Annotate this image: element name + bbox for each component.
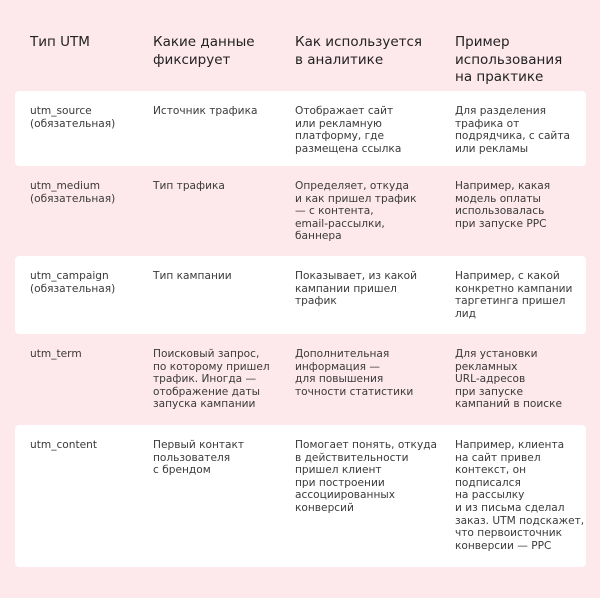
cell-data-captured: Тип кампании xyxy=(153,270,232,282)
cell-analytics-use: Определяет, откуда и как пришел трафик —… xyxy=(295,180,417,243)
cell-practical-example: Например, клиента на сайт привел контекс… xyxy=(455,439,585,552)
cell-utm-type: utm_content xyxy=(30,439,98,451)
cell-utm-type: utm_medium (обязательная) xyxy=(30,180,116,205)
cell-data-captured: Тип трафика xyxy=(153,180,225,192)
cell-analytics-use: Дополнительная информация — для повышени… xyxy=(295,348,414,398)
cell-analytics-use: Помогает понять, откуда в действительнос… xyxy=(295,439,438,514)
cell-utm-type: utm_term xyxy=(30,348,82,360)
table-row: utm_medium (обязательная) Тип трафика Оп… xyxy=(15,166,586,256)
table-row: utm_campaign (обязательная) Тип кампании… xyxy=(15,256,586,334)
header-analytics-use: Как используется в аналитике xyxy=(295,34,423,68)
cell-utm-type: utm_source (обязательная) xyxy=(30,105,116,130)
table-header: Тип UTM Какие данные фиксирует Как испол… xyxy=(0,34,600,85)
header-practical-example: Пример использования на практике xyxy=(455,34,563,85)
cell-practical-example: Для разделения трафика от подрядчика, с … xyxy=(455,105,570,155)
table-row: utm_source (обязательная) Источник трафи… xyxy=(15,91,586,166)
cell-data-captured: Источник трафика xyxy=(153,105,258,117)
header-utm-type: Тип UTM xyxy=(30,34,90,50)
cell-analytics-use: Показывает, из какой кампании пришел тра… xyxy=(295,270,418,308)
cell-practical-example: Для установки рекламных URL-адресов при … xyxy=(455,348,563,411)
cell-utm-type: utm_campaign (обязательная) xyxy=(30,270,116,295)
cell-data-captured: Поисковый запрос, по которому пришел тра… xyxy=(153,348,270,411)
cell-practical-example: Например, какая модель оплаты использова… xyxy=(455,180,551,230)
cell-data-captured: Первый контакт пользователя с брендом xyxy=(153,439,245,477)
table-row: utm_term Поисковый запрос, по которому п… xyxy=(15,334,586,425)
cell-analytics-use: Отображает сайт или рекламную платформу,… xyxy=(295,105,402,155)
cell-practical-example: Например, с какой конкретно кампании тар… xyxy=(455,270,573,320)
header-data-captured: Какие данные фиксирует xyxy=(153,34,255,68)
table-row: utm_content Первый контакт пользователя … xyxy=(15,425,586,567)
